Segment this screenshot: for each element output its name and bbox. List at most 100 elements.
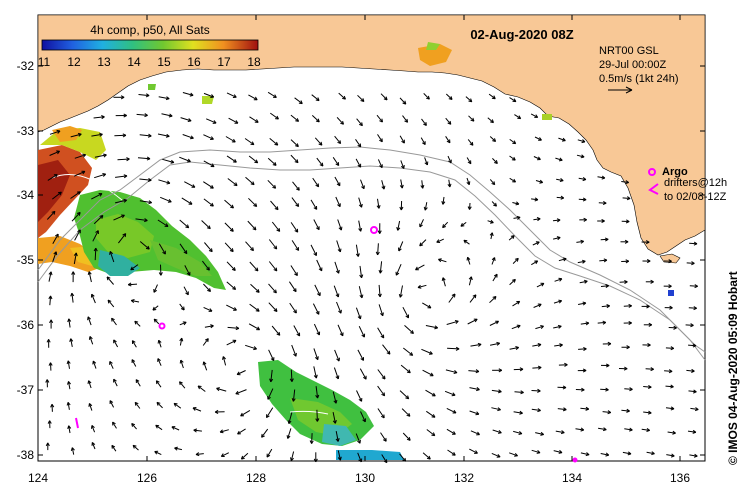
current-arrow <box>442 277 446 287</box>
current-arrow-head <box>380 312 384 317</box>
current-arrow-head <box>381 185 386 190</box>
current-arrow-head <box>250 181 255 186</box>
current-arrow-head <box>168 113 173 118</box>
current-arrow <box>558 258 567 262</box>
current-arrow <box>161 113 173 117</box>
current-arrow <box>226 339 237 346</box>
current-arrow <box>535 180 543 183</box>
current-arrow-head <box>109 251 114 255</box>
current-arrow-head <box>562 257 567 262</box>
current-arrow <box>71 212 81 222</box>
current-arrow-head <box>495 320 500 325</box>
sst-patches <box>38 42 674 460</box>
current-arrow <box>136 113 148 116</box>
current-arrow-head <box>380 334 385 339</box>
current-arrow <box>310 244 317 256</box>
current-arrow-head <box>562 385 567 390</box>
x-tick-label: 128 <box>246 471 266 485</box>
current-arrow-head <box>380 414 385 419</box>
current-arrow-head <box>135 379 140 384</box>
current-arrow <box>470 343 482 347</box>
current-arrow <box>398 241 404 252</box>
current-arrow <box>621 181 629 183</box>
current-arrow-head <box>335 162 340 166</box>
current-arrow <box>109 400 115 408</box>
current-arrow-head <box>624 239 629 244</box>
current-arrow <box>315 386 319 399</box>
current-arrow-head <box>107 299 112 304</box>
current-arrow-head <box>363 375 367 380</box>
current-arrow-head <box>585 406 590 411</box>
argo-legend-label: Argo <box>662 166 688 178</box>
current-arrow <box>469 387 480 391</box>
current-arrow-head <box>536 217 541 222</box>
current-arrow <box>288 281 297 292</box>
current-arrow-head <box>113 339 117 344</box>
argo-float-marker[interactable] <box>158 322 166 330</box>
current-arrow <box>580 407 589 410</box>
current-arrow-head <box>53 251 58 256</box>
current-arrow <box>645 368 654 370</box>
current-arrow <box>624 388 633 390</box>
current-arrow <box>68 381 71 390</box>
current-arrow <box>446 320 459 325</box>
current-arrow-head <box>293 352 297 357</box>
current-arrow <box>531 198 538 201</box>
current-arrow <box>269 138 279 146</box>
current-arrow <box>49 130 61 135</box>
current-arrow-head <box>536 449 541 454</box>
current-arrow-head <box>360 357 364 361</box>
current-arrow-head <box>111 317 115 322</box>
current-arrow <box>197 385 206 392</box>
current-arrow-head <box>102 173 107 177</box>
current-arrow <box>74 229 81 241</box>
current-arrow <box>216 387 227 392</box>
current-arrow <box>248 155 259 164</box>
land-mass <box>37 14 706 256</box>
current-arrow-head <box>518 431 523 435</box>
current-arrow-head <box>187 158 191 163</box>
current-arrow-head <box>647 410 652 415</box>
current-arrow <box>358 325 365 338</box>
current-arrow-head <box>601 175 606 180</box>
current-arrow-head <box>491 181 496 186</box>
current-arrow-head <box>57 191 62 196</box>
current-arrow <box>173 402 182 409</box>
current-arrow <box>426 429 436 436</box>
current-arrow-head <box>454 320 459 324</box>
current-arrow-head <box>295 186 300 191</box>
current-arrow <box>139 178 152 181</box>
current-arrow-head <box>399 184 404 189</box>
current-arrow <box>509 279 516 286</box>
current-arrow <box>466 177 470 185</box>
current-arrow <box>201 220 211 230</box>
current-arrow-head <box>446 139 451 144</box>
current-arrow-head <box>190 135 194 140</box>
current-arrow-head <box>402 100 407 105</box>
current-arrow-head <box>516 300 521 305</box>
current-arrow-head <box>558 277 563 282</box>
current-arrow-head <box>76 191 81 195</box>
current-arrow-head <box>315 394 320 399</box>
current-arrow <box>158 179 171 184</box>
current-arrow <box>227 178 238 186</box>
current-arrow-head <box>402 457 407 462</box>
current-arrow-head <box>335 375 340 380</box>
current-arrow-head <box>493 202 497 207</box>
current-arrow-head <box>66 401 71 406</box>
current-arrow <box>221 452 230 457</box>
current-arrow-head <box>379 164 383 169</box>
current-arrow-head <box>558 157 563 162</box>
current-arrow-head <box>511 278 516 283</box>
current-arrow <box>399 285 403 298</box>
argo-float-marker[interactable] <box>370 226 378 234</box>
current-arrow <box>91 193 103 200</box>
current-arrow <box>73 170 86 177</box>
current-arrow <box>531 408 541 411</box>
current-arrow-head <box>95 230 99 235</box>
current-arrow-head <box>212 120 217 124</box>
current-arrow <box>117 158 130 161</box>
argo-float-marker[interactable] <box>572 457 578 463</box>
current-arrow-head <box>56 150 60 155</box>
current-arrow <box>468 115 475 122</box>
